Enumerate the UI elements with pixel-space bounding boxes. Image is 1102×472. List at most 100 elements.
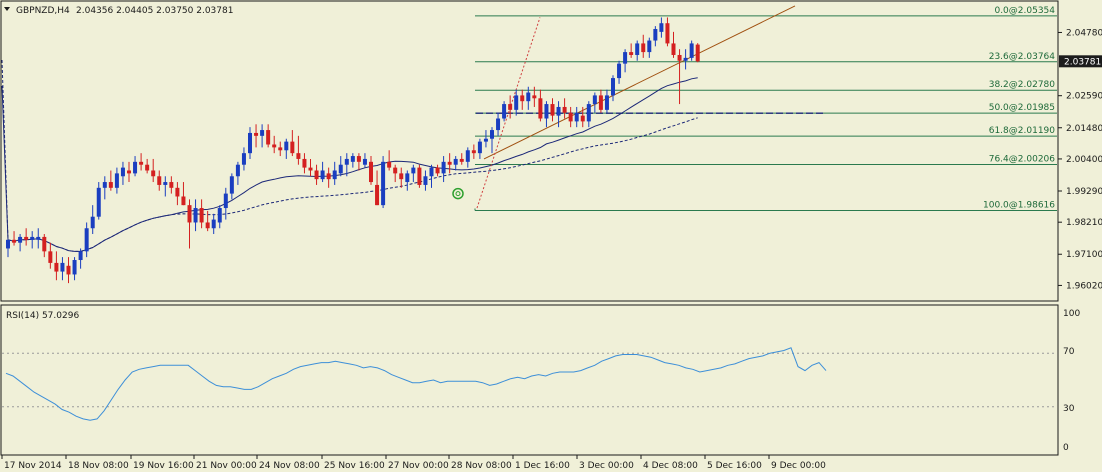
bear-candle[interactable]	[356, 156, 361, 162]
bear-candle[interactable]	[641, 43, 646, 53]
bull-candle[interactable]	[477, 141, 482, 154]
bull-candle[interactable]	[611, 78, 615, 96]
bull-candle[interactable]	[332, 170, 337, 180]
bear-candle[interactable]	[598, 95, 603, 110]
bear-candle[interactable]	[296, 153, 301, 159]
bull-candle[interactable]	[6, 239, 10, 249]
bear-candle[interactable]	[205, 222, 210, 229]
bear-candle[interactable]	[326, 173, 331, 180]
bear-candle[interactable]	[520, 95, 525, 102]
bear-candle[interactable]	[157, 176, 162, 185]
bull-candle[interactable]	[653, 28, 658, 41]
bull-candle[interactable]	[502, 104, 507, 119]
bear-candle[interactable]	[471, 150, 476, 154]
bull-candle[interactable]	[102, 182, 107, 188]
bull-candle[interactable]	[514, 95, 519, 110]
bull-candle[interactable]	[84, 228, 89, 252]
bull-candle[interactable]	[248, 132, 252, 154]
bear-candle[interactable]	[369, 161, 373, 183]
bear-candle[interactable]	[677, 54, 682, 61]
bull-candle[interactable]	[18, 236, 23, 243]
bear-candle[interactable]	[290, 141, 295, 154]
bull-candle[interactable]	[381, 161, 386, 206]
bull-candle[interactable]	[647, 40, 652, 53]
bear-candle[interactable]	[12, 239, 17, 243]
bull-candle[interactable]	[465, 150, 470, 162]
bull-candle[interactable]	[441, 161, 446, 174]
bear-candle[interactable]	[66, 265, 71, 275]
bear-candle[interactable]	[42, 236, 47, 252]
bull-candle[interactable]	[635, 43, 640, 55]
bull-candle[interactable]	[623, 52, 628, 64]
bull-candle[interactable]	[163, 182, 168, 185]
bull-candle[interactable]	[78, 251, 83, 261]
bull-candle[interactable]	[617, 63, 622, 79]
bear-candle[interactable]	[308, 167, 313, 171]
collapse-arrow-icon[interactable]	[4, 7, 10, 11]
bull-candle[interactable]	[453, 158, 458, 165]
bull-candle[interactable]	[338, 164, 343, 174]
bull-candle[interactable]	[284, 141, 289, 151]
bear-candle[interactable]	[199, 208, 204, 223]
bull-candle[interactable]	[344, 158, 349, 165]
bear-candle[interactable]	[695, 44, 700, 62]
bull-candle[interactable]	[586, 104, 591, 122]
bull-candle[interactable]	[229, 176, 234, 194]
bull-candle[interactable]	[496, 118, 501, 131]
bull-candle[interactable]	[114, 173, 119, 188]
bear-candle[interactable]	[254, 132, 259, 136]
bull-candle[interactable]	[689, 43, 694, 58]
bull-candle[interactable]	[574, 112, 579, 122]
bear-candle[interactable]	[417, 167, 422, 185]
bear-candle[interactable]	[375, 184, 380, 206]
bull-candle[interactable]	[60, 262, 65, 272]
bull-candle[interactable]	[362, 158, 367, 165]
bull-candle[interactable]	[490, 130, 494, 139]
bear-candle[interactable]	[302, 158, 307, 168]
bear-candle[interactable]	[145, 164, 150, 171]
bull-candle[interactable]	[211, 219, 216, 229]
bull-candle[interactable]	[423, 176, 428, 185]
bear-candle[interactable]	[532, 95, 537, 99]
bear-candle[interactable]	[562, 106, 567, 113]
bull-candle[interactable]	[526, 92, 531, 102]
bear-candle[interactable]	[181, 196, 186, 206]
bear-candle[interactable]	[550, 104, 555, 116]
rsi-pane[interactable]	[0, 304, 1059, 456]
bull-candle[interactable]	[90, 216, 95, 229]
bear-candle[interactable]	[580, 115, 585, 122]
bear-candle[interactable]	[187, 205, 192, 223]
bull-candle[interactable]	[36, 236, 41, 240]
bull-candle[interactable]	[544, 104, 549, 119]
bear-candle[interactable]	[266, 130, 271, 145]
bear-candle[interactable]	[175, 187, 180, 197]
bear-candle[interactable]	[108, 182, 113, 188]
bear-candle[interactable]	[447, 161, 452, 165]
bear-candle[interactable]	[139, 161, 144, 165]
bull-candle[interactable]	[411, 167, 416, 174]
bull-candle[interactable]	[429, 167, 434, 177]
bear-candle[interactable]	[568, 112, 573, 122]
bear-candle[interactable]	[151, 170, 156, 177]
bear-candle[interactable]	[393, 167, 398, 174]
bull-candle[interactable]	[556, 106, 561, 116]
bear-candle[interactable]	[24, 236, 29, 240]
bear-candle[interactable]	[435, 167, 440, 174]
bear-candle[interactable]	[508, 104, 513, 110]
bull-candle[interactable]	[217, 208, 222, 223]
bull-candle[interactable]	[683, 57, 688, 61]
bull-candle[interactable]	[30, 236, 35, 240]
bear-candle[interactable]	[671, 43, 676, 55]
bear-candle[interactable]	[459, 158, 464, 162]
bear-candle[interactable]	[387, 161, 392, 168]
bull-candle[interactable]	[659, 23, 664, 32]
bull-candle[interactable]	[96, 187, 101, 217]
bull-candle[interactable]	[405, 173, 410, 183]
rsi-line[interactable]	[5, 347, 827, 421]
bull-candle[interactable]	[320, 170, 325, 180]
bear-candle[interactable]	[278, 147, 283, 151]
bear-candle[interactable]	[314, 170, 319, 180]
bear-candle[interactable]	[538, 98, 543, 119]
bull-candle[interactable]	[193, 208, 198, 223]
projection-line[interactable]	[476, 17, 541, 209]
